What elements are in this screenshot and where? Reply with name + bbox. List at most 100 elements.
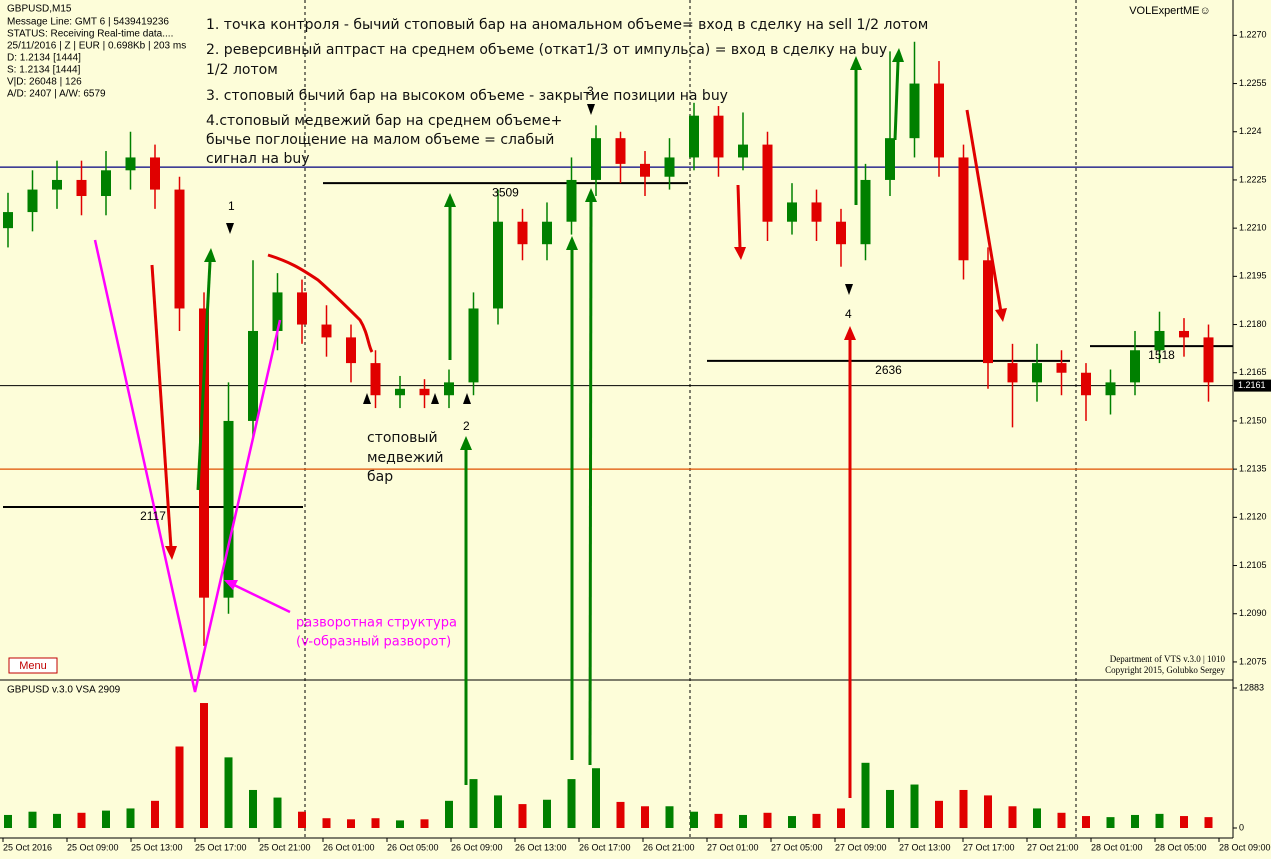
candle-body <box>1130 350 1140 383</box>
volume-bar <box>641 806 649 828</box>
volume-bar <box>102 810 110 828</box>
x-tick-label: 25 Oct 21:00 <box>259 842 311 852</box>
volume-bar <box>371 818 380 828</box>
level-label: 3509 <box>492 185 519 199</box>
candle-body <box>934 83 944 158</box>
x-tick-label: 28 Oct 01:00 <box>1091 842 1143 852</box>
candle-body <box>27 189 38 213</box>
volume-bar <box>788 816 796 828</box>
volume-bar <box>886 789 894 828</box>
marker: 4 <box>845 307 852 321</box>
candle-body <box>958 157 969 261</box>
marks <box>0 41 1233 828</box>
x-tick-label: 27 Oct 21:00 <box>1027 842 1079 852</box>
volume-bar <box>396 820 404 828</box>
volume-bar <box>1180 816 1188 828</box>
candle-body <box>248 330 258 421</box>
candle-body <box>1154 330 1165 351</box>
volume-bar <box>984 795 992 828</box>
marker: 1 <box>228 199 235 213</box>
volume-bar <box>861 762 870 828</box>
stop-bar-note: медвежий <box>367 450 444 466</box>
candle-body <box>664 157 675 177</box>
y-tick-label: 1.224 <box>1239 126 1262 136</box>
candle-body <box>909 83 920 139</box>
volume-bar <box>420 819 429 828</box>
x-tick-label: 25 Oct 17:00 <box>195 842 247 852</box>
candle-body <box>395 388 405 396</box>
candle-body <box>1081 372 1091 396</box>
note: 1. точка контроля - бычий стоповый бар н… <box>206 17 928 33</box>
candle-body <box>1179 330 1189 338</box>
candle-body <box>199 308 209 598</box>
volume-bar <box>298 811 306 828</box>
x-tick-label: 26 Oct 09:00 <box>451 842 503 852</box>
stop-bar-note: бар <box>367 469 393 485</box>
volume-bar <box>616 801 625 828</box>
candle-body <box>444 382 454 396</box>
candle-body <box>493 221 503 309</box>
candle-body <box>52 179 62 190</box>
candle-body <box>542 221 552 245</box>
note: 3. стоповый бычий бар на высоком объеме … <box>206 88 728 104</box>
volume-bar <box>1057 812 1066 828</box>
info-line: V|D: 26048 | 126 <box>7 77 82 88</box>
y-tick-label: 1.2075 <box>1239 656 1267 666</box>
x-tick-label: 28 Oct 05:00 <box>1155 842 1207 852</box>
volume-bar <box>665 806 674 828</box>
candle-body <box>713 115 724 158</box>
y-tick-label: 1.2195 <box>1239 271 1267 281</box>
menu-button[interactable] <box>8 657 58 674</box>
marker: 2 <box>463 419 470 433</box>
reversal-note: (v-образный разворот) <box>296 635 451 650</box>
candle-body <box>787 202 797 222</box>
candle-body <box>836 221 846 245</box>
volume-bar <box>1008 806 1017 828</box>
candle-body <box>419 388 430 396</box>
x-tick-label: 26 Oct 21:00 <box>643 842 695 852</box>
volume-bar <box>959 789 968 828</box>
volume-bar <box>1155 813 1164 828</box>
x-tick-label: 28 Oct 09:00 <box>1219 842 1271 852</box>
candle-body <box>297 292 307 325</box>
volume-bar <box>935 800 943 828</box>
candle-body <box>885 138 895 180</box>
y-tick-label: 1.2090 <box>1239 608 1267 618</box>
x-tick-label: 27 Oct 05:00 <box>771 842 823 852</box>
x-tick-label: 25 Oct 13:00 <box>131 842 183 852</box>
volume-bar <box>4 814 12 828</box>
x-tick-label: 27 Oct 17:00 <box>963 842 1015 852</box>
volume-bar <box>469 779 478 828</box>
current-price-label: 1.2161 <box>1238 380 1266 390</box>
volume-bar <box>77 812 86 828</box>
volume-bar <box>567 779 576 828</box>
info-line: D: 1.2134 [1444] <box>7 53 81 64</box>
candle-body <box>689 115 699 158</box>
level-label: 2117 <box>140 509 166 523</box>
info-line: S: 1.2134 [1444] <box>7 65 81 76</box>
note: бычье поглощение на малом объеме = слабы… <box>206 132 554 148</box>
y-tick-label: 1.2180 <box>1239 319 1267 329</box>
candle-body <box>615 138 626 164</box>
volume-bar <box>445 800 453 828</box>
volume-bar <box>1131 814 1139 828</box>
v-tick-label: 0 <box>1239 822 1244 832</box>
credit: Copyright 2015, Golubko Sergey <box>1105 665 1225 675</box>
volume-bar <box>837 808 845 828</box>
candle-body <box>370 363 381 396</box>
volume-bar <box>224 757 233 828</box>
y-tick-label: 1.2210 <box>1239 223 1267 233</box>
candle-body <box>738 144 748 158</box>
menu-label[interactable]: Menu <box>19 660 47 672</box>
info-line: 25/11/2016 | Z | EUR | 0.698Kb | 203 ms <box>7 41 186 52</box>
volume-title: GBPUSD v.3.0 VSA 2909 <box>7 685 121 696</box>
candle-body <box>174 189 185 309</box>
y-tick-label: 1.2165 <box>1239 367 1267 377</box>
candle-body <box>566 179 577 222</box>
x-tick-label: 25 Oct 09:00 <box>67 842 119 852</box>
reversal-note: разворотная структура <box>296 616 457 631</box>
y-tick-label: 1.2120 <box>1239 512 1267 522</box>
volume-bar <box>812 813 821 828</box>
level-label: 1518 <box>1148 348 1175 362</box>
